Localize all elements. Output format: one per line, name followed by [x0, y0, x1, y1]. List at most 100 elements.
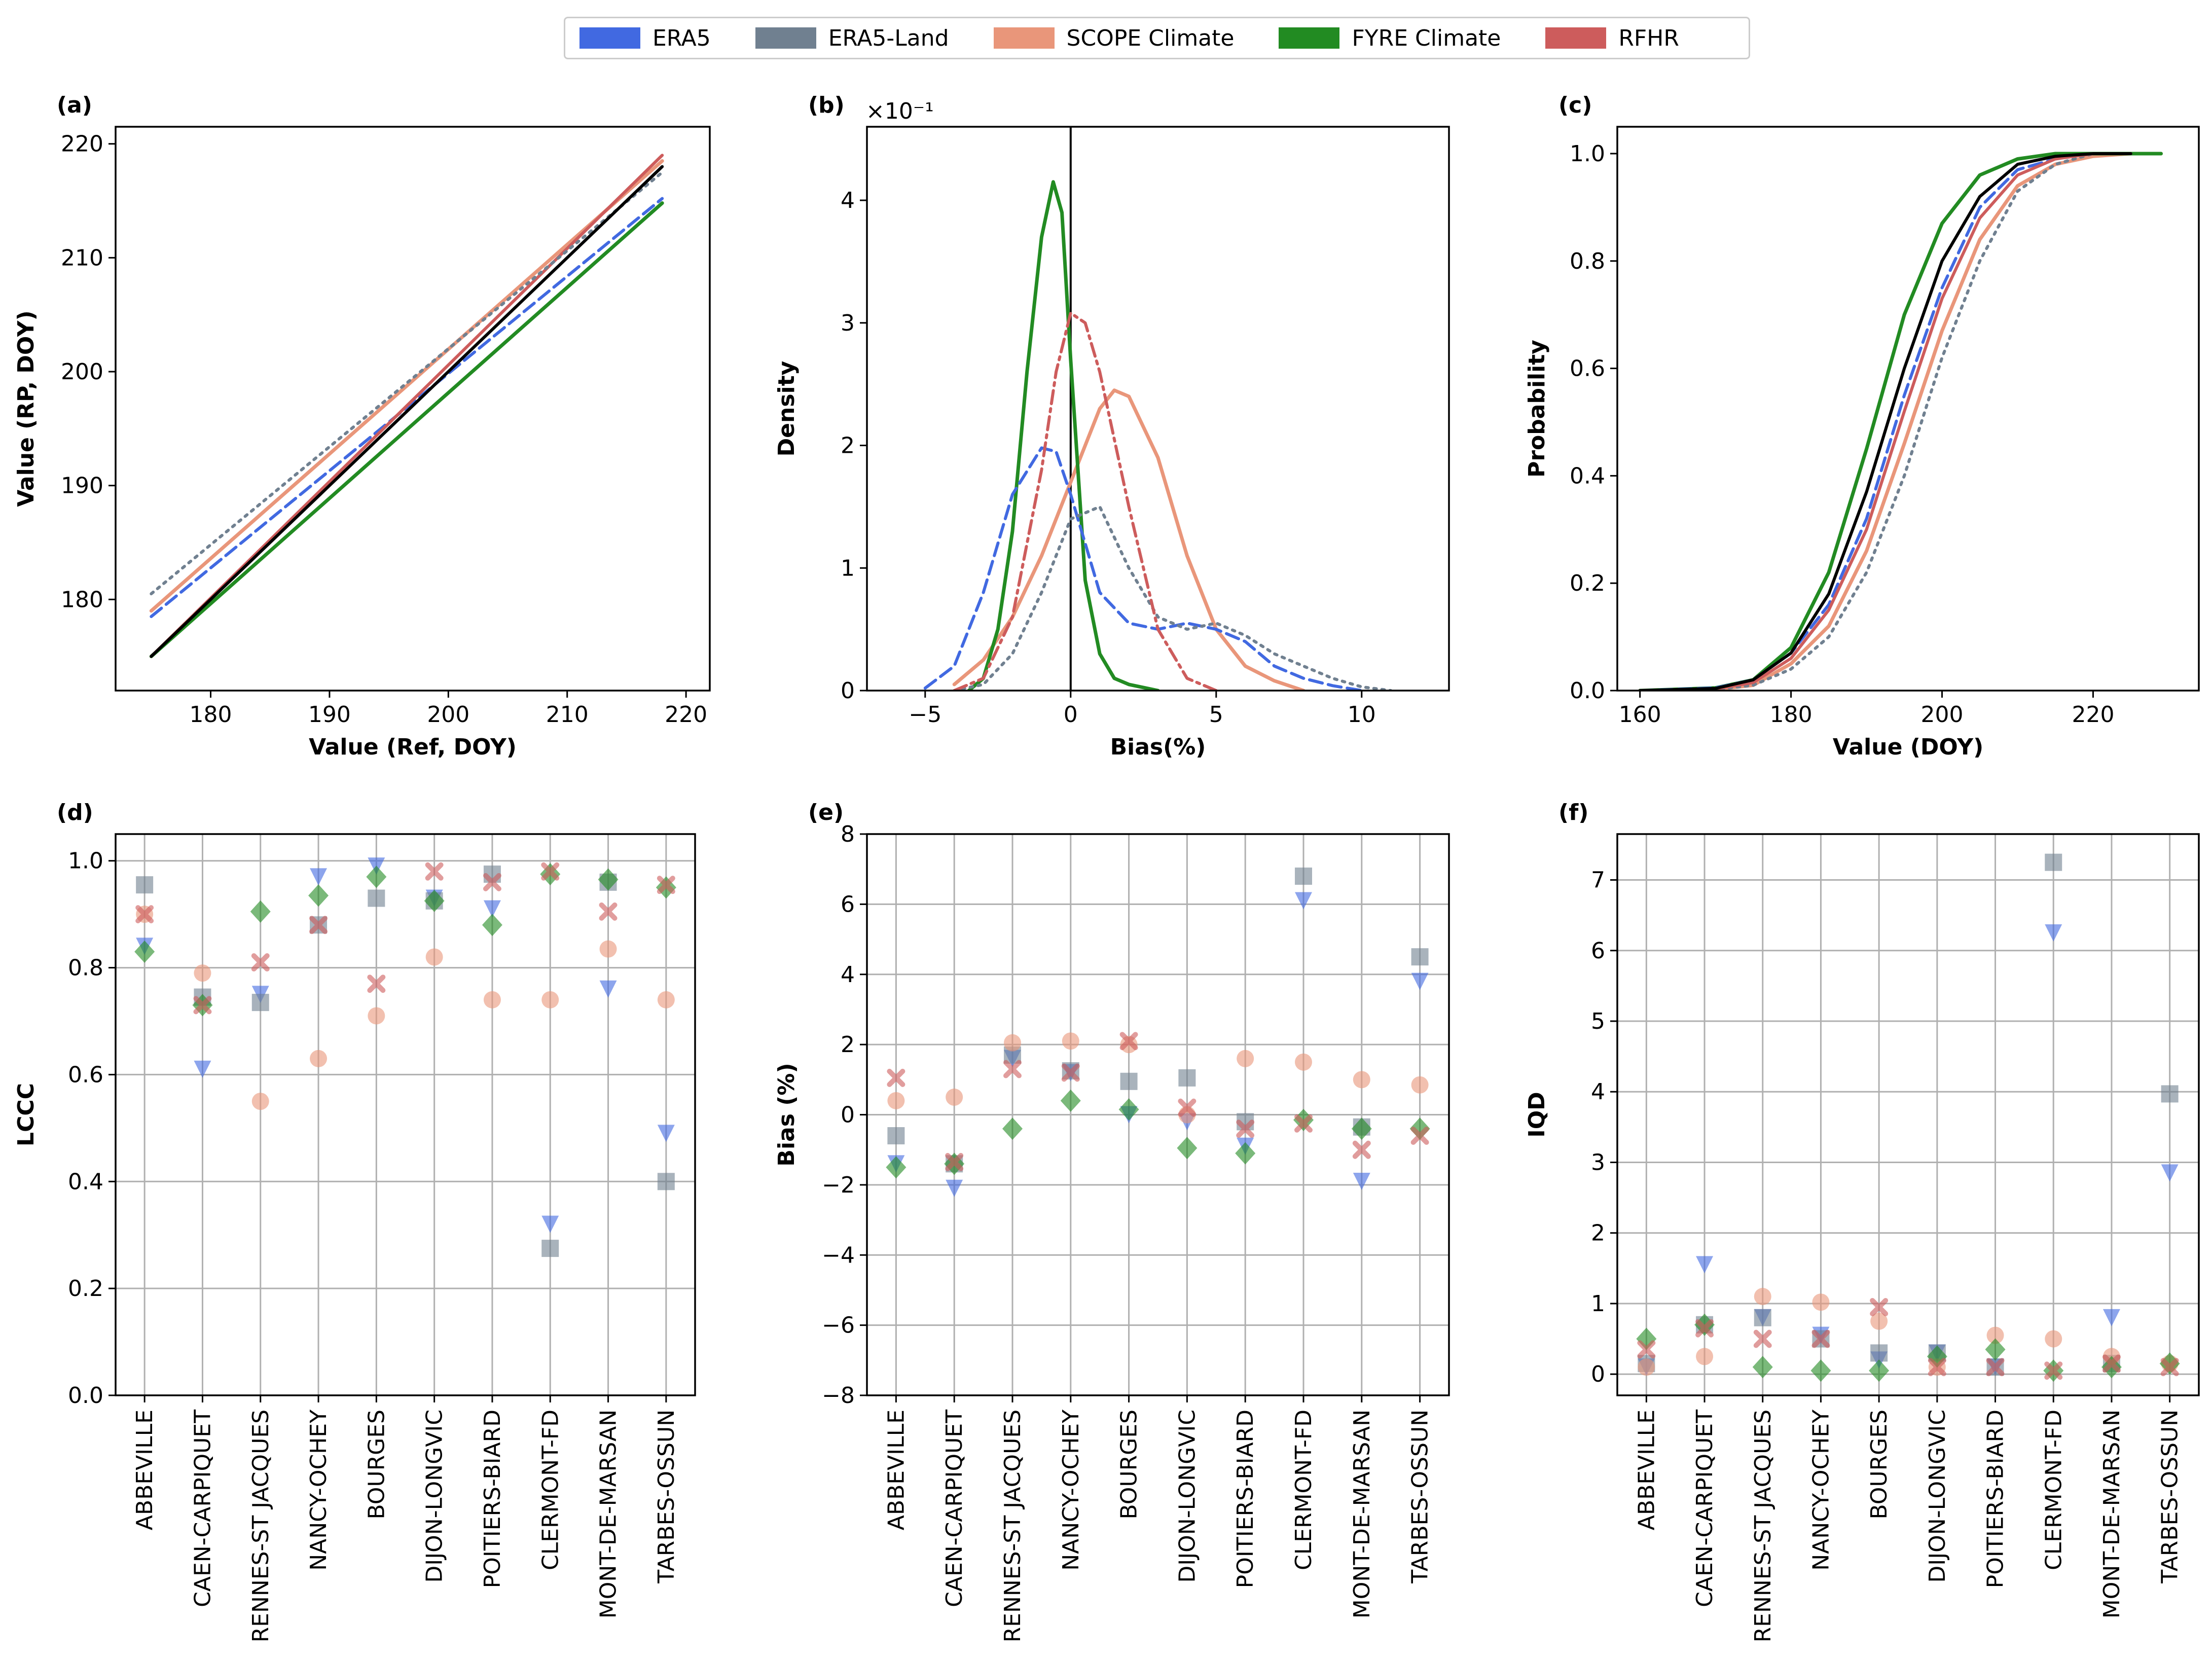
y-tick-label: 0.8 [1570, 248, 1605, 274]
panel-label: (a) [57, 92, 92, 118]
data-point-x [1986, 1358, 2005, 1377]
x-tick-label: TARBES-OSSUN [654, 1410, 679, 1584]
y-tick-label: 0.2 [1570, 570, 1605, 596]
data-point-x [1811, 1329, 1830, 1348]
data-point-square [541, 1240, 559, 1257]
y-tick-label: 8 [841, 821, 855, 847]
data-point-x [483, 873, 501, 891]
x-tick-label: CAEN-CARPIQUET [1692, 1410, 1718, 1607]
data-point-diamond [1118, 1098, 1139, 1121]
panel-label: (c) [1558, 92, 1592, 118]
y-tick-label: 1.0 [68, 848, 103, 874]
y-tick-label: 6 [1591, 938, 1605, 964]
data-point-diamond [366, 865, 387, 888]
data-point-x [1410, 1127, 1429, 1145]
y-tick-label: 2 [1591, 1220, 1605, 1246]
data-point-x [2044, 1361, 2063, 1380]
data-point-diamond [1409, 1117, 1430, 1140]
data-point-x [1294, 1114, 1313, 1133]
axes-frame [866, 126, 1450, 692]
y-tick-label: 2 [841, 433, 855, 459]
y-tick-label: 200 [61, 359, 103, 385]
y-tick-label: 7 [1591, 868, 1605, 893]
data-point-x [887, 1068, 905, 1087]
x-axis-label: Bias(%) [1110, 734, 1206, 760]
series-line-rfhr [953, 311, 1218, 691]
data-point-circle [1870, 1312, 1888, 1330]
data-point-square [1754, 1309, 1771, 1326]
data-point-circle [1696, 1348, 1714, 1365]
y-axis-label: Bias (%) [774, 1063, 800, 1166]
y-tick-label: 4 [841, 188, 855, 213]
legend-swatch [1279, 27, 1340, 49]
panel-label: (d) [57, 800, 93, 825]
data-point-square [1120, 1072, 1138, 1090]
series-fyre-climate [1636, 1313, 2180, 1382]
y-tick-label: 180 [61, 587, 103, 612]
x-tick-label: ABBEVILLE [883, 1410, 909, 1530]
data-point-square [887, 1127, 905, 1145]
x-tick-label: 180 [190, 702, 232, 728]
series-fyre-climate [134, 863, 676, 1017]
axes-frame [115, 833, 696, 1396]
series-rfhr [135, 862, 675, 1015]
x-tick-label: POITIERS-BIARD [1232, 1410, 1258, 1588]
x-tick-label: MONT-DE-MARSAN [2099, 1410, 2125, 1618]
x-tick-label: 220 [665, 702, 707, 728]
x-tick-label: 180 [1770, 702, 1812, 728]
legend-label: FYRE Climate [1352, 25, 1501, 51]
y-tick-label: 0.4 [68, 1169, 103, 1195]
series-era5-land [1638, 853, 2179, 1376]
y-tick-label: 0 [841, 1102, 855, 1128]
x-axis-label: Value (DOY) [1833, 734, 1983, 760]
data-point-diamond [1752, 1356, 1773, 1379]
data-point-circle [483, 991, 501, 1008]
panel-a: 180 190 200 210 220 180 190 200 210 220 Value (Ref… [13, 92, 711, 760]
y-tick-label: 0.8 [68, 955, 103, 981]
data-point-circle [946, 1088, 963, 1106]
data-point-x [1637, 1340, 1656, 1359]
y-tick-label: 0.4 [1570, 463, 1605, 489]
data-point-x [2102, 1354, 2121, 1373]
legend-label: ERA5 [652, 25, 711, 51]
data-point-x [425, 862, 444, 881]
panel-c: 0.0 0.2 0.4 0.6 0.8 1.0 160 180 200 220 Value (DOY… [1524, 92, 2200, 760]
series-line-reference [150, 165, 664, 658]
x-tick-label: DIJON-LONGVIC [1925, 1410, 1950, 1583]
data-point-circle [1986, 1326, 2004, 1344]
series-era5 [136, 857, 675, 1233]
legend-item-era5-land: ERA5-Land [755, 25, 949, 51]
data-point-diamond [482, 914, 502, 936]
data-point-square [2161, 1085, 2179, 1103]
y-tick-label: 0.6 [68, 1062, 103, 1088]
data-point-x [2160, 1358, 2179, 1377]
panel-label: (f) [1558, 800, 1588, 825]
x-tick-label: −5 [909, 702, 941, 728]
x-tick-label: 200 [427, 702, 469, 728]
data-point-diamond [308, 884, 329, 907]
data-point-x [1352, 1140, 1371, 1159]
data-point-square [251, 994, 269, 1012]
data-point-diamond [1177, 1137, 1198, 1160]
series-scope-climate [136, 906, 675, 1110]
data-point-circle [1353, 1071, 1370, 1089]
data-point-triangle [541, 1215, 559, 1233]
data-point-circle [1295, 1053, 1312, 1071]
data-point-circle [368, 1007, 385, 1025]
data-point-square [657, 1173, 675, 1191]
x-tick-label: 190 [308, 702, 351, 728]
data-point-x [1003, 1060, 1022, 1078]
data-point-triangle [1353, 1172, 1370, 1190]
y-tick-label: 1 [1591, 1291, 1605, 1317]
data-point-circle [194, 964, 211, 982]
data-point-square [1295, 868, 1312, 885]
x-tick-label: NANCY-OCHEY [1808, 1410, 1834, 1571]
data-point-circle [599, 940, 617, 958]
data-point-diamond [1985, 1338, 2006, 1361]
y-tick-label: −6 [822, 1313, 855, 1339]
x-tick-label: 5 [1209, 702, 1223, 728]
data-point-circle [1237, 1050, 1254, 1067]
series-era5-land [136, 865, 675, 1257]
x-tick-label: MONT-DE-MARSAN [1349, 1410, 1375, 1618]
